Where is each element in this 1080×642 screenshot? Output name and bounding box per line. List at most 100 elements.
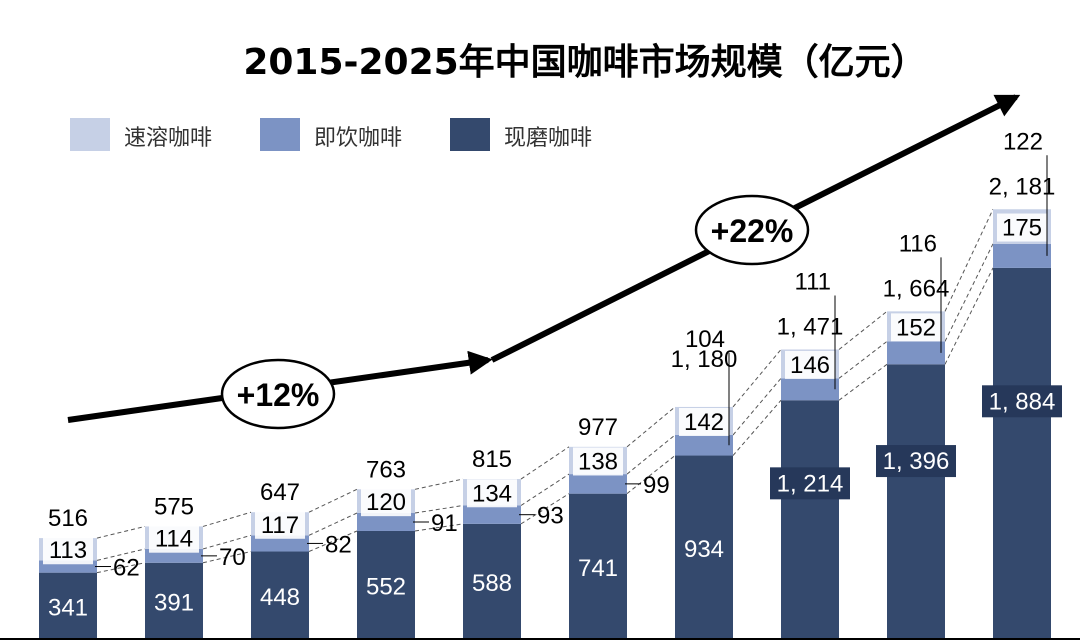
connector-6-0	[732, 399, 782, 456]
connector-6-1	[732, 377, 782, 436]
connector-0-1	[96, 548, 146, 561]
growth-rate-second: +22%	[711, 213, 794, 249]
connector-4-1	[520, 473, 570, 506]
label-total-0: 516	[48, 505, 88, 532]
label-rtd-2: 82	[325, 531, 352, 558]
bar-rtd-4	[463, 505, 521, 524]
connector-7-0	[838, 363, 888, 401]
label-fresh-7: 1, 214	[777, 470, 844, 497]
bar-fresh-3	[357, 530, 415, 640]
label-total-6: 1, 180	[671, 346, 738, 373]
label-instant-3: 120	[366, 489, 406, 516]
label-fresh-3: 552	[366, 573, 406, 600]
label-box-fresh-8	[876, 445, 956, 478]
label-rtd-3: 91	[431, 510, 458, 537]
label-instant-4: 134	[472, 480, 512, 507]
label-box-instant-8	[891, 313, 941, 342]
connector-8-1	[944, 243, 994, 342]
label-rtd-5: 99	[643, 472, 670, 499]
connector-1-0	[202, 551, 252, 564]
bar-fresh-6	[675, 455, 733, 640]
bar-fresh-9	[993, 267, 1051, 640]
growth-arrows: +12% +22%	[67, 94, 1021, 430]
legend-swatch-rtd	[260, 118, 300, 151]
bar-fresh-7	[781, 400, 839, 640]
label-box-instant-1	[149, 524, 199, 553]
label-instant-0: 113	[49, 537, 87, 564]
bars	[39, 209, 1051, 640]
label-box-fresh-9	[982, 385, 1062, 418]
bar-fresh-2	[251, 551, 309, 640]
bar-fresh-4	[463, 523, 521, 640]
connector-4-0	[520, 493, 570, 525]
label-rtd-7: 111	[795, 268, 831, 295]
bar-fresh-0	[39, 572, 97, 640]
legend-swatch-instant	[70, 118, 110, 151]
label-rtd-8: 116	[899, 230, 937, 257]
label-box-instant-7	[785, 350, 835, 379]
label-instant-9: 175	[1002, 215, 1042, 242]
label-total-2: 647	[260, 479, 300, 506]
connector-0-2	[96, 525, 146, 539]
connector-8-0	[944, 267, 994, 365]
label-fresh-5: 741	[578, 555, 618, 582]
legend: 速溶咖啡 即饮咖啡 现磨咖啡	[70, 118, 592, 151]
label-fresh-6: 934	[684, 536, 724, 563]
label-instant-2: 117	[261, 512, 299, 539]
growth-badge-second	[694, 194, 810, 266]
label-rtd-1: 70	[219, 544, 246, 571]
label-total-3: 763	[366, 456, 406, 483]
bar-rtd-5	[569, 474, 627, 494]
growth-badge-first	[220, 358, 336, 430]
label-rtd-6: 104	[685, 326, 725, 353]
label-total-8: 1, 664	[883, 275, 950, 302]
connector-6-2	[732, 349, 782, 408]
label-box-instant-0	[43, 536, 93, 565]
label-fresh-1: 391	[154, 589, 194, 616]
legend-label-rtd: 即饮咖啡	[314, 126, 402, 151]
connector-2-0	[308, 530, 358, 552]
connector-8-2	[944, 209, 994, 312]
label-fresh-0: 341	[48, 594, 88, 621]
label-total-4: 815	[472, 446, 512, 473]
label-instant-1: 114	[155, 526, 193, 553]
label-fresh-4: 588	[472, 570, 512, 597]
bar-rtd-7	[781, 378, 839, 401]
value-labels: 341 113 62 516 391 114 70 575 448 117 82 647 552 120 9…	[43, 128, 1062, 621]
label-instant-5: 138	[578, 448, 618, 475]
label-box-instant-5	[573, 447, 623, 476]
label-box-fresh-7	[770, 467, 850, 500]
bar-rtd-3	[357, 513, 415, 531]
connector-3-0	[414, 523, 464, 532]
label-box-instant-4	[467, 479, 517, 508]
bar-rtd-6	[675, 434, 733, 456]
bar-rtd-9	[993, 243, 1051, 268]
bar-fresh-8	[887, 364, 945, 640]
connector-3-1	[414, 505, 464, 514]
label-box-instant-6	[679, 407, 729, 436]
label-instant-6: 142	[684, 409, 724, 436]
connector-7-2	[838, 310, 888, 350]
connector-4-2	[520, 446, 570, 480]
bar-fresh-1	[145, 562, 203, 640]
label-box-instant-9	[997, 213, 1047, 242]
connector-2-2	[308, 488, 358, 513]
legend-label-instant: 速溶咖啡	[124, 126, 212, 151]
connector-5-0	[626, 455, 676, 495]
growth-rate-first: +12%	[237, 377, 320, 413]
legend-swatch-fresh	[450, 118, 490, 151]
label-rtd-4: 93	[537, 503, 564, 530]
connector-0-0	[96, 562, 146, 574]
connector-2-1	[308, 512, 358, 536]
label-total-7: 1, 471	[777, 313, 844, 340]
connector-7-1	[838, 340, 888, 379]
connector-3-2	[414, 478, 464, 490]
bar-rtd-2	[251, 535, 309, 552]
label-fresh-8: 1, 396	[883, 448, 950, 475]
label-fresh-2: 448	[260, 584, 300, 611]
chart-title: 2015-2025年中国咖啡市场规模（亿元）	[243, 42, 926, 83]
label-instant-7: 146	[790, 352, 830, 379]
connector-5-2	[626, 406, 676, 448]
label-total-9: 2, 181	[989, 173, 1056, 200]
